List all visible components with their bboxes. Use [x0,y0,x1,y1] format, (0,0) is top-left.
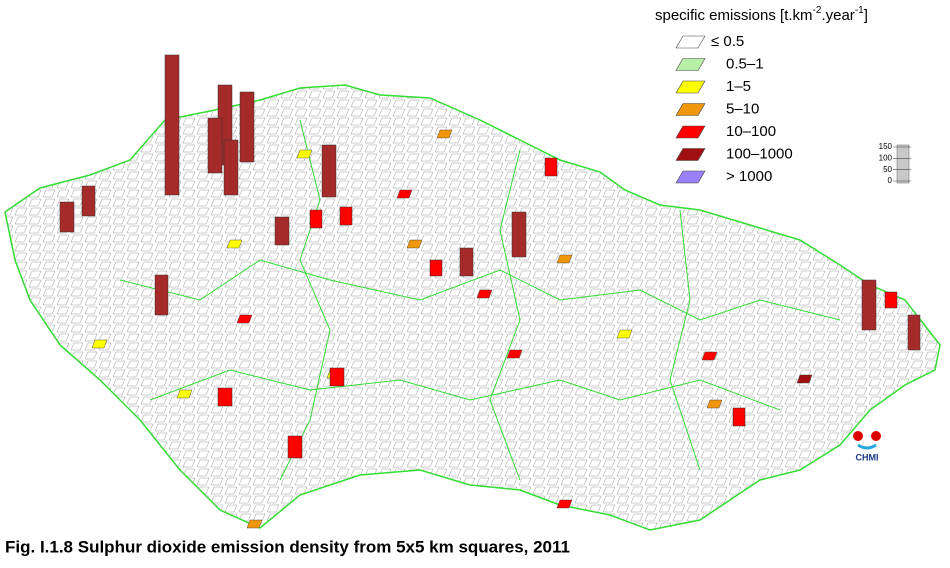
caption: Fig. I.1.8 Sulphur dioxide emission dens… [5,537,570,556]
height-scale: 150 100 50 0 [879,142,911,185]
legend-label: 0.5–1 [726,55,764,72]
legend-title-text: ] [864,7,868,24]
emission-columns [59,54,921,459]
logo-text: CHMI [856,452,879,462]
legend-title-text: specific emissions [t.km [655,7,813,24]
emission-squares [91,129,813,529]
legend-label: 1–5 [726,78,751,95]
legend-label: 10–100 [726,123,776,140]
scale-label: 100 [879,153,893,162]
scale-label: 150 [879,142,893,151]
legend-label: 5–10 [726,100,759,117]
legend-swatch [675,170,706,184]
legend-title-text: .year [821,7,854,24]
legend-swatch [675,58,706,71]
scale-label: 0 [888,176,893,185]
legend-label: > 1000 [726,168,772,185]
legend-label: 100–1000 [726,145,793,162]
legend-swatch [675,80,706,94]
logo-mark [853,431,863,441]
legend-title: specific emissions [t.km-2.year-1] [655,5,868,24]
legend-swatch [675,125,706,139]
legend-label: ≤ 0.5 [711,33,744,50]
chmi-logo: CHMI [853,431,881,462]
legend: specific emissions [t.km-2.year-1] ≤ 0.5… [655,5,868,185]
legend-title-superscript: -2 [813,5,822,16]
legend-swatch [675,35,706,49]
logo-mark [857,443,877,450]
legend-swatch [675,103,706,116]
legend-title-superscript: -1 [855,5,864,16]
scale-label: 50 [883,165,892,174]
logo-mark [871,431,881,441]
legend-swatch [675,148,706,161]
country-map [4,84,941,531]
